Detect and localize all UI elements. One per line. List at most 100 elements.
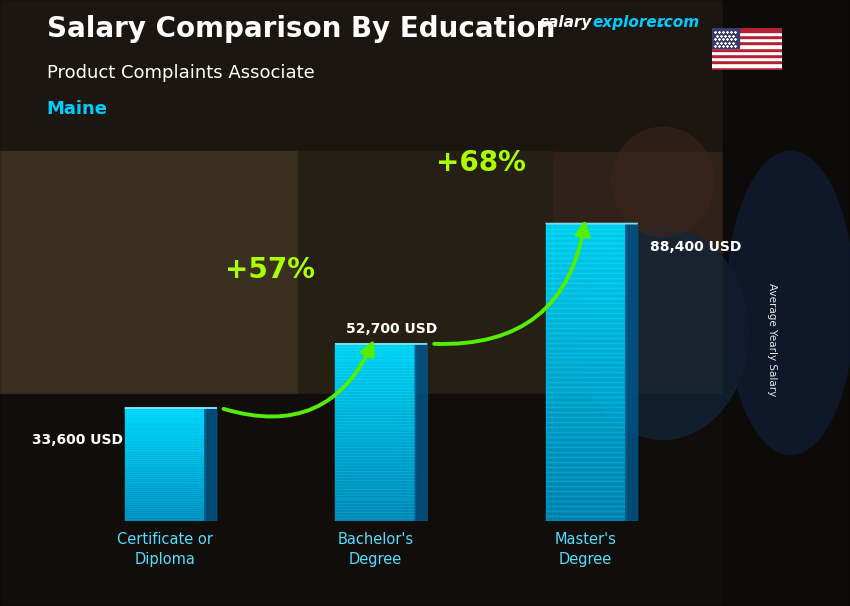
Bar [335,397,415,400]
Bar [335,361,415,364]
Bar [0,394,850,606]
Bar [125,518,205,519]
Bar [125,487,205,489]
Bar [546,233,626,238]
Bar [125,491,205,493]
Bar [335,421,415,424]
Bar [125,484,205,485]
Bar [546,501,626,506]
Bar [335,344,415,347]
Bar [125,408,205,410]
Bar [546,496,626,501]
Bar [125,453,205,455]
Bar [125,493,205,494]
Bar [125,465,205,467]
Text: +57%: +57% [225,256,315,284]
Bar [546,303,626,308]
Bar [125,499,205,501]
Bar [546,402,626,407]
Bar [546,407,626,412]
Bar [125,429,205,431]
Bar [125,468,205,470]
Bar [335,465,415,468]
Bar [712,57,782,60]
Bar [125,501,205,502]
Bar [546,476,626,482]
FancyArrowPatch shape [224,344,373,416]
Bar [125,435,205,436]
Ellipse shape [578,227,748,439]
Bar [335,359,415,361]
Bar [335,459,415,462]
Bar [125,425,205,427]
Bar [546,244,626,248]
Bar [712,44,782,47]
Text: Salary Comparison By Education: Salary Comparison By Education [47,15,555,43]
Bar [335,400,415,403]
Bar [712,35,782,38]
Bar [335,382,415,385]
Bar [546,328,626,333]
Bar [335,367,415,370]
Bar [546,397,626,402]
Bar [335,379,415,382]
Bar [546,268,626,273]
Bar [546,462,626,467]
Bar [712,38,782,41]
Ellipse shape [727,152,850,454]
Bar [125,482,205,484]
Bar [125,514,205,516]
Bar [125,510,205,511]
Bar [335,356,415,359]
Text: explorer: explorer [592,15,665,30]
Bar [546,367,626,372]
Bar [546,427,626,432]
Bar [335,391,415,394]
Bar [546,338,626,342]
Bar [546,258,626,263]
Bar [125,472,205,474]
Bar [335,474,415,477]
Bar [125,446,205,448]
Bar [335,424,415,427]
Bar [125,474,205,476]
Bar [335,453,415,456]
Bar [546,248,626,253]
Text: 52,700 USD: 52,700 USD [346,322,437,336]
Bar [125,450,205,451]
Bar [546,253,626,258]
Bar [335,388,415,391]
Bar [125,508,205,510]
Bar [335,403,415,406]
Bar [125,414,205,416]
Bar [546,382,626,387]
Bar [712,51,782,54]
Bar [712,60,782,64]
Bar [125,478,205,480]
Bar [335,444,415,447]
Bar [546,238,626,244]
Bar [335,427,415,430]
Bar [125,444,205,446]
Bar [335,376,415,379]
Bar [335,406,415,409]
Bar [335,483,415,485]
Bar [546,273,626,278]
Bar [546,412,626,417]
Bar [335,435,415,438]
Bar [335,394,415,397]
Text: .com: .com [658,15,699,30]
Bar [335,515,415,518]
Text: Maine: Maine [47,100,108,118]
Bar [125,506,205,508]
Bar [125,489,205,491]
Bar [335,411,415,415]
Bar [335,488,415,491]
Bar [125,511,205,514]
Bar [546,228,626,233]
FancyArrowPatch shape [434,224,589,344]
Bar [335,480,415,483]
Bar [712,47,782,51]
Bar [546,372,626,378]
Bar [0,0,850,152]
